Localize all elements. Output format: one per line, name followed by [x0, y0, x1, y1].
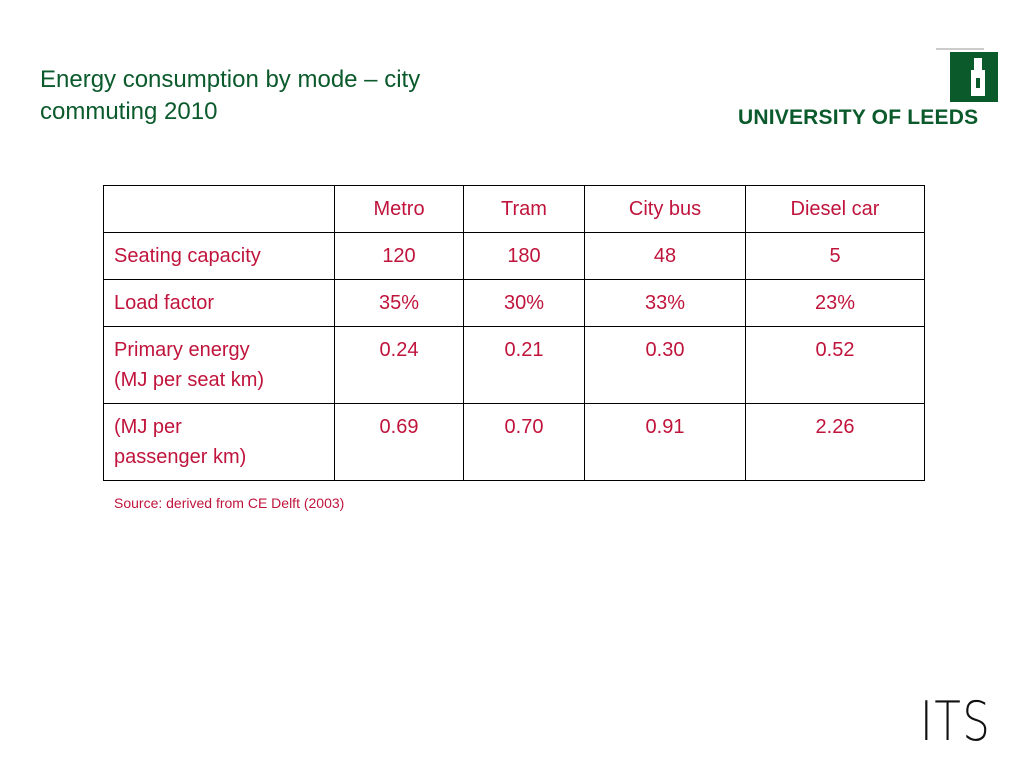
row-label: Load factor [103, 279, 335, 327]
table-cell: 33% [584, 279, 746, 327]
header-cell: Metro [334, 185, 464, 233]
its-logo: ITS [920, 690, 992, 753]
row-label: (MJ per passenger km) [103, 403, 335, 481]
table-cell: 120 [334, 232, 464, 280]
header-cell [103, 185, 335, 233]
crest [936, 48, 998, 102]
table-cell: 48 [584, 232, 746, 280]
row-label-line: Load factor [114, 292, 215, 314]
title-line: Energy consumption by mode – city [40, 66, 421, 93]
table-row: Primary energy (MJ per seat km) 0.24 0.21 0.… [103, 326, 925, 404]
table-cell: 180 [463, 232, 585, 280]
table-row: Seating capacity 120 180 48 5 [103, 232, 925, 280]
table-cell: 30% [463, 279, 585, 327]
row-label-line: Primary energy [114, 339, 250, 361]
table-row: Load factor 35% 30% 33% 23% [103, 279, 925, 327]
table-cell: 0.21 [463, 326, 585, 404]
row-label: Primary energy (MJ per seat km) [103, 326, 335, 404]
slide-title: Energy consumption by mode – city commuti… [40, 64, 420, 128]
table-row: (MJ per passenger km) 0.69 0.70 0.91 2.26 [103, 403, 925, 481]
header-row: Metro Tram City bus Diesel car [103, 185, 925, 233]
table-cell: 0.30 [584, 326, 746, 404]
title-line: commuting 2010 [40, 98, 218, 125]
row-label-line: Seating capacity [114, 245, 261, 267]
row-label-line: (MJ per seat km) [114, 369, 265, 391]
source-note: Source: derived from CE Delft (2003) [114, 495, 345, 511]
header-cell: City bus [584, 185, 746, 233]
table-cell: 0.69 [334, 403, 464, 481]
table-cell: 0.70 [463, 403, 585, 481]
table-cell: 0.52 [745, 326, 925, 404]
table-cell: 0.24 [334, 326, 464, 404]
header-cell: Diesel car [745, 185, 925, 233]
table-cell: 35% [334, 279, 464, 327]
row-label-line: (MJ per [114, 416, 182, 438]
row-label: Seating capacity [103, 232, 335, 280]
university-logo: UNIVERSITY OF LEEDS [738, 106, 979, 129]
table-cell: 5 [745, 232, 925, 280]
data-table: Metro Tram City bus Diesel car Seating capac… [103, 185, 925, 481]
table-cell: 2.26 [745, 403, 925, 481]
table-cell: 0.91 [584, 403, 746, 481]
table-cell: 23% [745, 279, 925, 327]
row-label-line: passenger km) [114, 446, 247, 468]
header-cell: Tram [463, 185, 585, 233]
